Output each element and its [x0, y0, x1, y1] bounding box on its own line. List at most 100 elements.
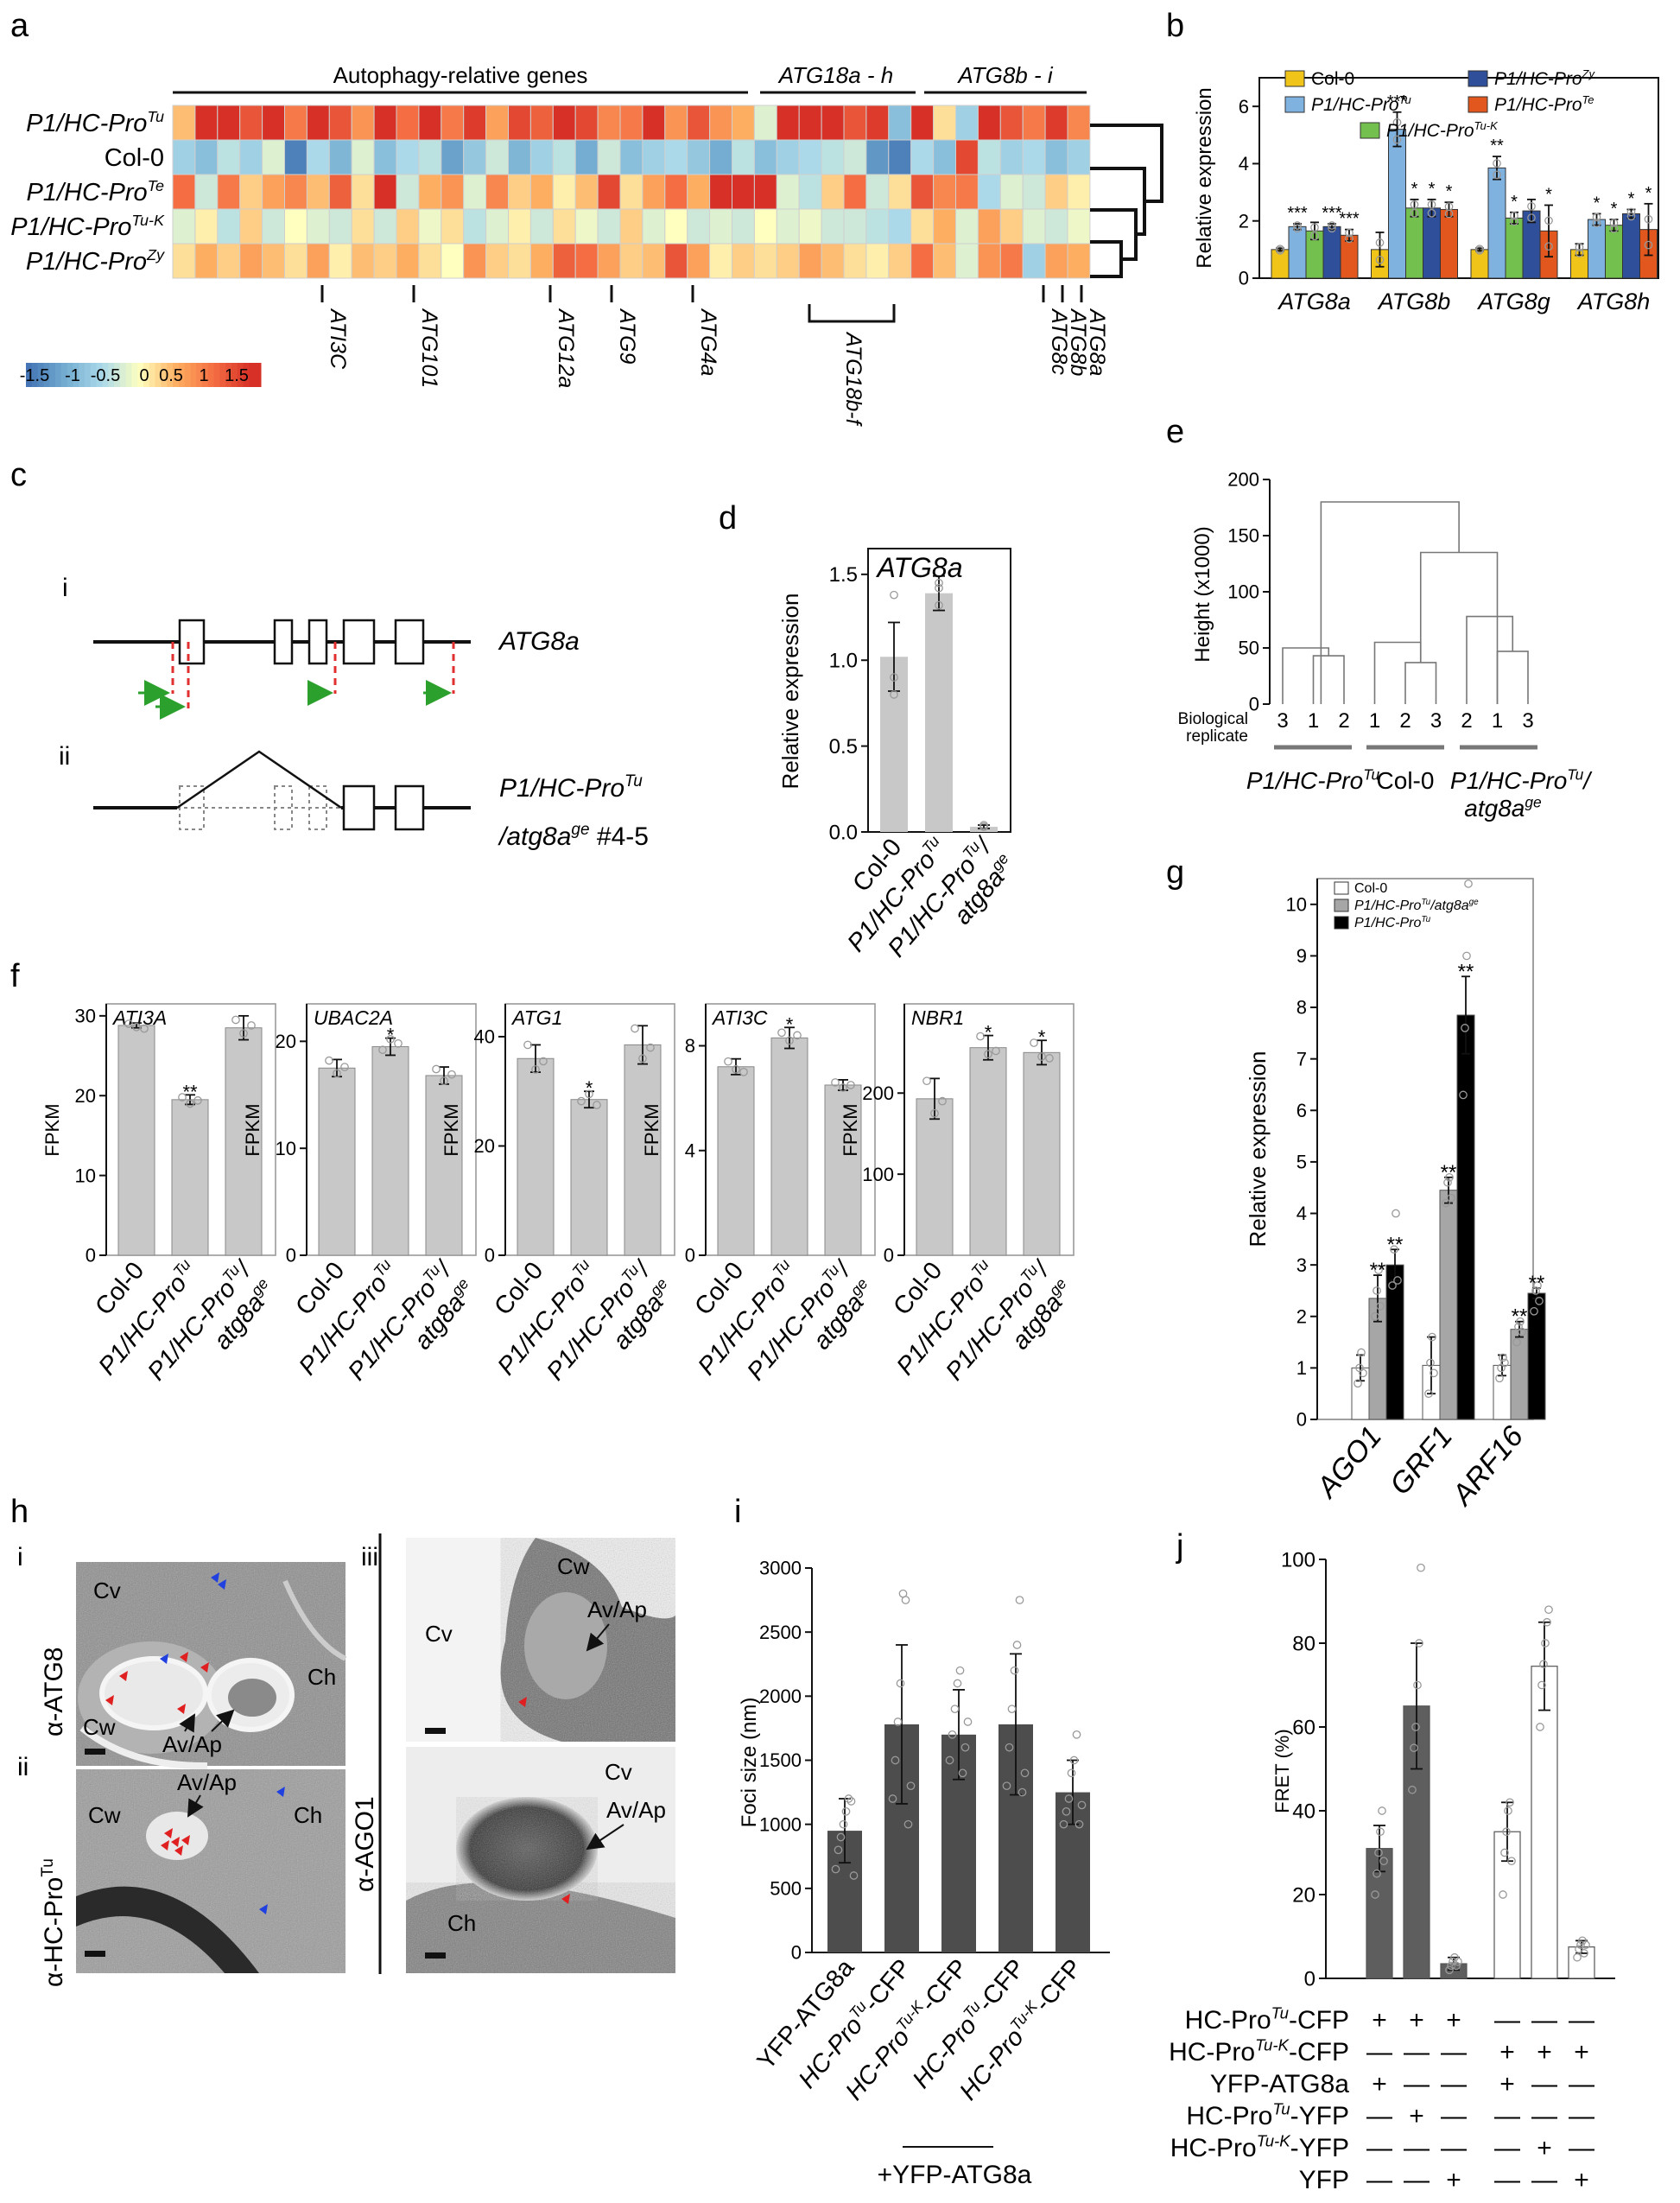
chart-f-ylabel: FPKM	[441, 1103, 462, 1156]
colorbar-segment	[26, 363, 33, 387]
heatmap-cell	[262, 174, 286, 210]
chart-e-leaf-label: 3	[1522, 709, 1533, 733]
heatmap-cell	[396, 174, 420, 210]
chart-f-bar	[425, 1075, 463, 1256]
chart-g-y-tick-label: 8	[1296, 997, 1307, 1019]
chart-g-y-tick-label: 9	[1296, 945, 1307, 967]
heatmap-cell	[418, 139, 442, 175]
chart-b-significance: *	[1545, 185, 1552, 204]
heatmap-cell	[172, 243, 196, 279]
chart-f-data-point	[432, 1064, 441, 1074]
label-part: Col-0	[1354, 881, 1387, 896]
em-image-iii-bottom: Cv Av/Ap Ch	[406, 1747, 675, 1973]
chart-e-leaf-label: 2	[1338, 709, 1349, 733]
chart-f-data-point	[846, 1081, 855, 1089]
em-row-label-hcpro: α-HC-ProTu	[39, 1858, 68, 1987]
chart-g-data-point	[1392, 1209, 1400, 1218]
heatmap-cell	[1067, 139, 1091, 175]
chart-i-data-point	[846, 1797, 856, 1806]
label-part: Col-0	[105, 144, 164, 172]
chart-g-data-point	[1461, 1024, 1469, 1032]
chart-f-title: UBAC2A	[314, 1006, 393, 1029]
chart-e-leaf-label: 1	[1308, 709, 1319, 733]
heatmap-cells	[172, 105, 1091, 279]
chart-i-data-point	[1077, 1800, 1087, 1810]
heatmap-cell	[664, 243, 688, 279]
chart-i-data-point	[831, 1864, 840, 1874]
heatmap-cell	[619, 139, 643, 175]
chart-f-data-point	[984, 1050, 992, 1059]
chart-j-y-tick-label: 80	[1292, 1632, 1315, 1655]
chart-e-leaf-label: 2	[1399, 709, 1411, 733]
heatmap-cell	[574, 174, 599, 210]
chart-b-legend-label: P1/HC-ProTu-K	[1386, 119, 1499, 141]
chart-j-data-point	[1454, 1957, 1462, 1966]
chart-j-matrix-mark: +	[1499, 2038, 1515, 2067]
heatmap-cell	[194, 139, 219, 175]
chart-g-significance: **	[1441, 1161, 1457, 1184]
chart-j-y-tick-label: 60	[1292, 1716, 1315, 1739]
colorbar-segment	[96, 363, 103, 387]
chart-d-y-tick-label: 1.0	[829, 650, 858, 673]
label-part: Zy	[1582, 67, 1596, 80]
heatmap-cell	[977, 174, 1001, 210]
chart-b-significance: *	[1645, 184, 1652, 203]
heatmap-cell	[776, 208, 800, 244]
chart-e-branch	[1282, 647, 1330, 704]
chart-g-data-point	[1495, 1374, 1504, 1383]
label-part: -YFP	[1290, 2134, 1349, 2162]
heatmap-cell	[798, 139, 822, 175]
chart-g-y-tick-label: 10	[1286, 894, 1307, 916]
heatmap-cell	[351, 174, 375, 210]
label-part: /	[1582, 767, 1593, 794]
chart-i-data-point	[841, 1806, 851, 1816]
colorbar-tick-label: -0.5	[91, 366, 120, 385]
chart-g-data-point	[1388, 1281, 1397, 1290]
label-part: P1/HC-Pro	[1494, 69, 1582, 89]
heatmap-cell	[418, 208, 442, 244]
chart-b-data-point	[1293, 221, 1302, 230]
heatmap-cell	[284, 105, 307, 141]
chart-j-matrix-row-label: HC-ProTu-YFP	[1186, 2100, 1349, 2130]
label-part: -CFP	[1029, 1954, 1087, 2016]
chart-g-data-point	[1354, 1379, 1362, 1388]
colorbar-tick-label: 1	[199, 366, 208, 385]
chart-e-y-tick-label: 150	[1227, 525, 1259, 547]
chart-f-y-tick-label: 20	[75, 1085, 96, 1107]
heatmap-cell	[977, 139, 1001, 175]
chart-f-data-point	[577, 1096, 586, 1106]
chart-i-data-point	[963, 1717, 973, 1726]
colorbar-segment	[43, 363, 50, 387]
chart-f-data-point	[785, 1036, 794, 1045]
heatmap-cell	[1022, 208, 1046, 244]
chart-j-matrix-mark: —	[1531, 2006, 1557, 2035]
em-image-ii: Cw Ch Av/Ap	[76, 1769, 346, 1973]
heatmap-cell	[217, 243, 241, 279]
chart-g-y-tick-label: 2	[1296, 1305, 1307, 1327]
chart-i-ylabel: Foci size (nm)	[738, 1698, 761, 1828]
heatmap-cell	[574, 105, 599, 141]
chart-b-data-point	[1328, 224, 1336, 233]
chart-g-data-point	[1426, 1358, 1435, 1368]
heatmap-cell	[955, 174, 979, 210]
chart-j-data-point	[1504, 1806, 1512, 1815]
heatmap-cell	[999, 208, 1024, 244]
heatmap-cell	[508, 208, 531, 244]
chart-j-data-point	[1573, 1952, 1582, 1962]
heatmap-cell	[441, 174, 465, 210]
colorbar-segment	[102, 363, 109, 387]
chart-g-data-point	[1424, 1389, 1433, 1399]
chart-j-matrix-mark: —	[1441, 2134, 1467, 2162]
chart-f-data-point	[186, 1099, 194, 1108]
chart-j-matrix-row-label: HC-ProTu-CFP	[1185, 2004, 1349, 2035]
label-part: Tu-K	[1474, 119, 1499, 132]
colorbar-segment	[137, 363, 144, 387]
chart-i-y-tick-label: 2000	[759, 1686, 802, 1707]
chart-b-legend-swatch	[1284, 70, 1305, 87]
heatmap-cell	[865, 174, 890, 210]
chart-g-y-tick-label: 3	[1296, 1254, 1307, 1276]
chart-f-data-point	[839, 1083, 847, 1092]
heatmap-cell	[955, 105, 979, 141]
heatmap-gene-label: ATG8a	[1085, 308, 1109, 376]
chart-j-matrix-row-label: HC-ProTu-K-YFP	[1170, 2132, 1349, 2162]
